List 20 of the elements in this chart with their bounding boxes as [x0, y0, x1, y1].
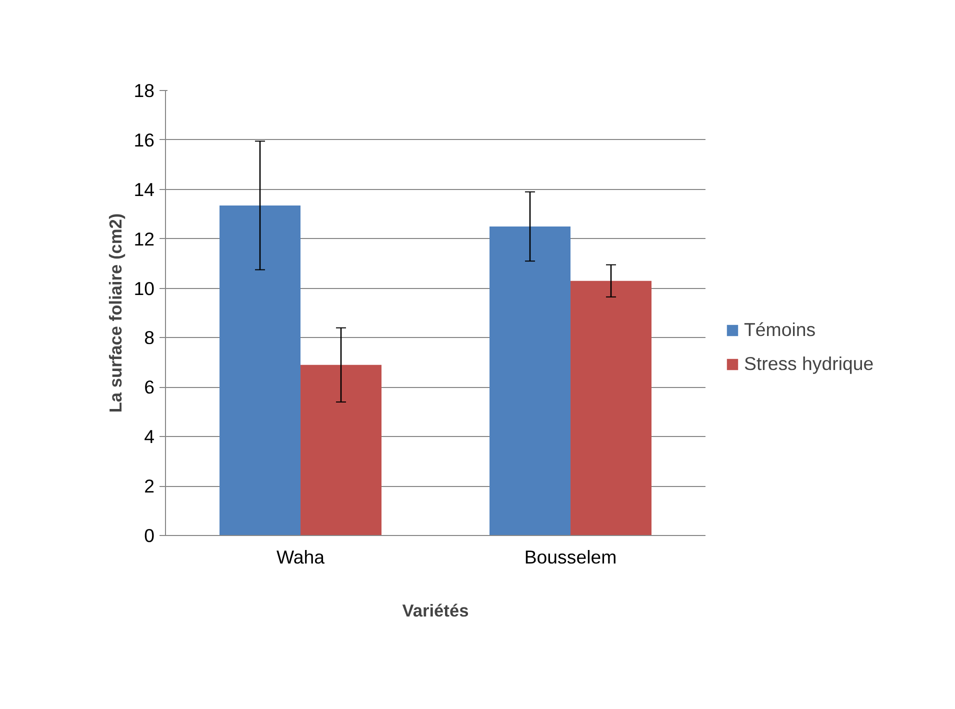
x-tick-label: Bousselem: [524, 546, 617, 568]
legend-label: Témoins: [744, 319, 816, 341]
y-tick-label: 12: [134, 228, 155, 250]
y-tick-label: 2: [144, 476, 155, 497]
y-tick-label: 14: [134, 178, 155, 200]
y-tick-label: 0: [144, 525, 155, 546]
x-tick-label: Waha: [276, 546, 326, 568]
bar: [570, 280, 652, 536]
y-tick-label: 10: [134, 278, 155, 299]
y-tick-label: 16: [134, 129, 155, 150]
y-axis-title: La surface foliaire (cm2): [106, 213, 126, 413]
y-tick-label: 4: [144, 426, 155, 448]
y-tick-label: 6: [144, 376, 155, 398]
bar: [220, 205, 300, 536]
bar: [300, 364, 382, 536]
x-axis-title: Variétés: [402, 600, 469, 620]
bar: [490, 226, 570, 536]
y-tick-label: 8: [144, 327, 155, 348]
legend-label: Stress hydrique: [744, 353, 874, 375]
y-tick-label: 18: [134, 80, 155, 101]
